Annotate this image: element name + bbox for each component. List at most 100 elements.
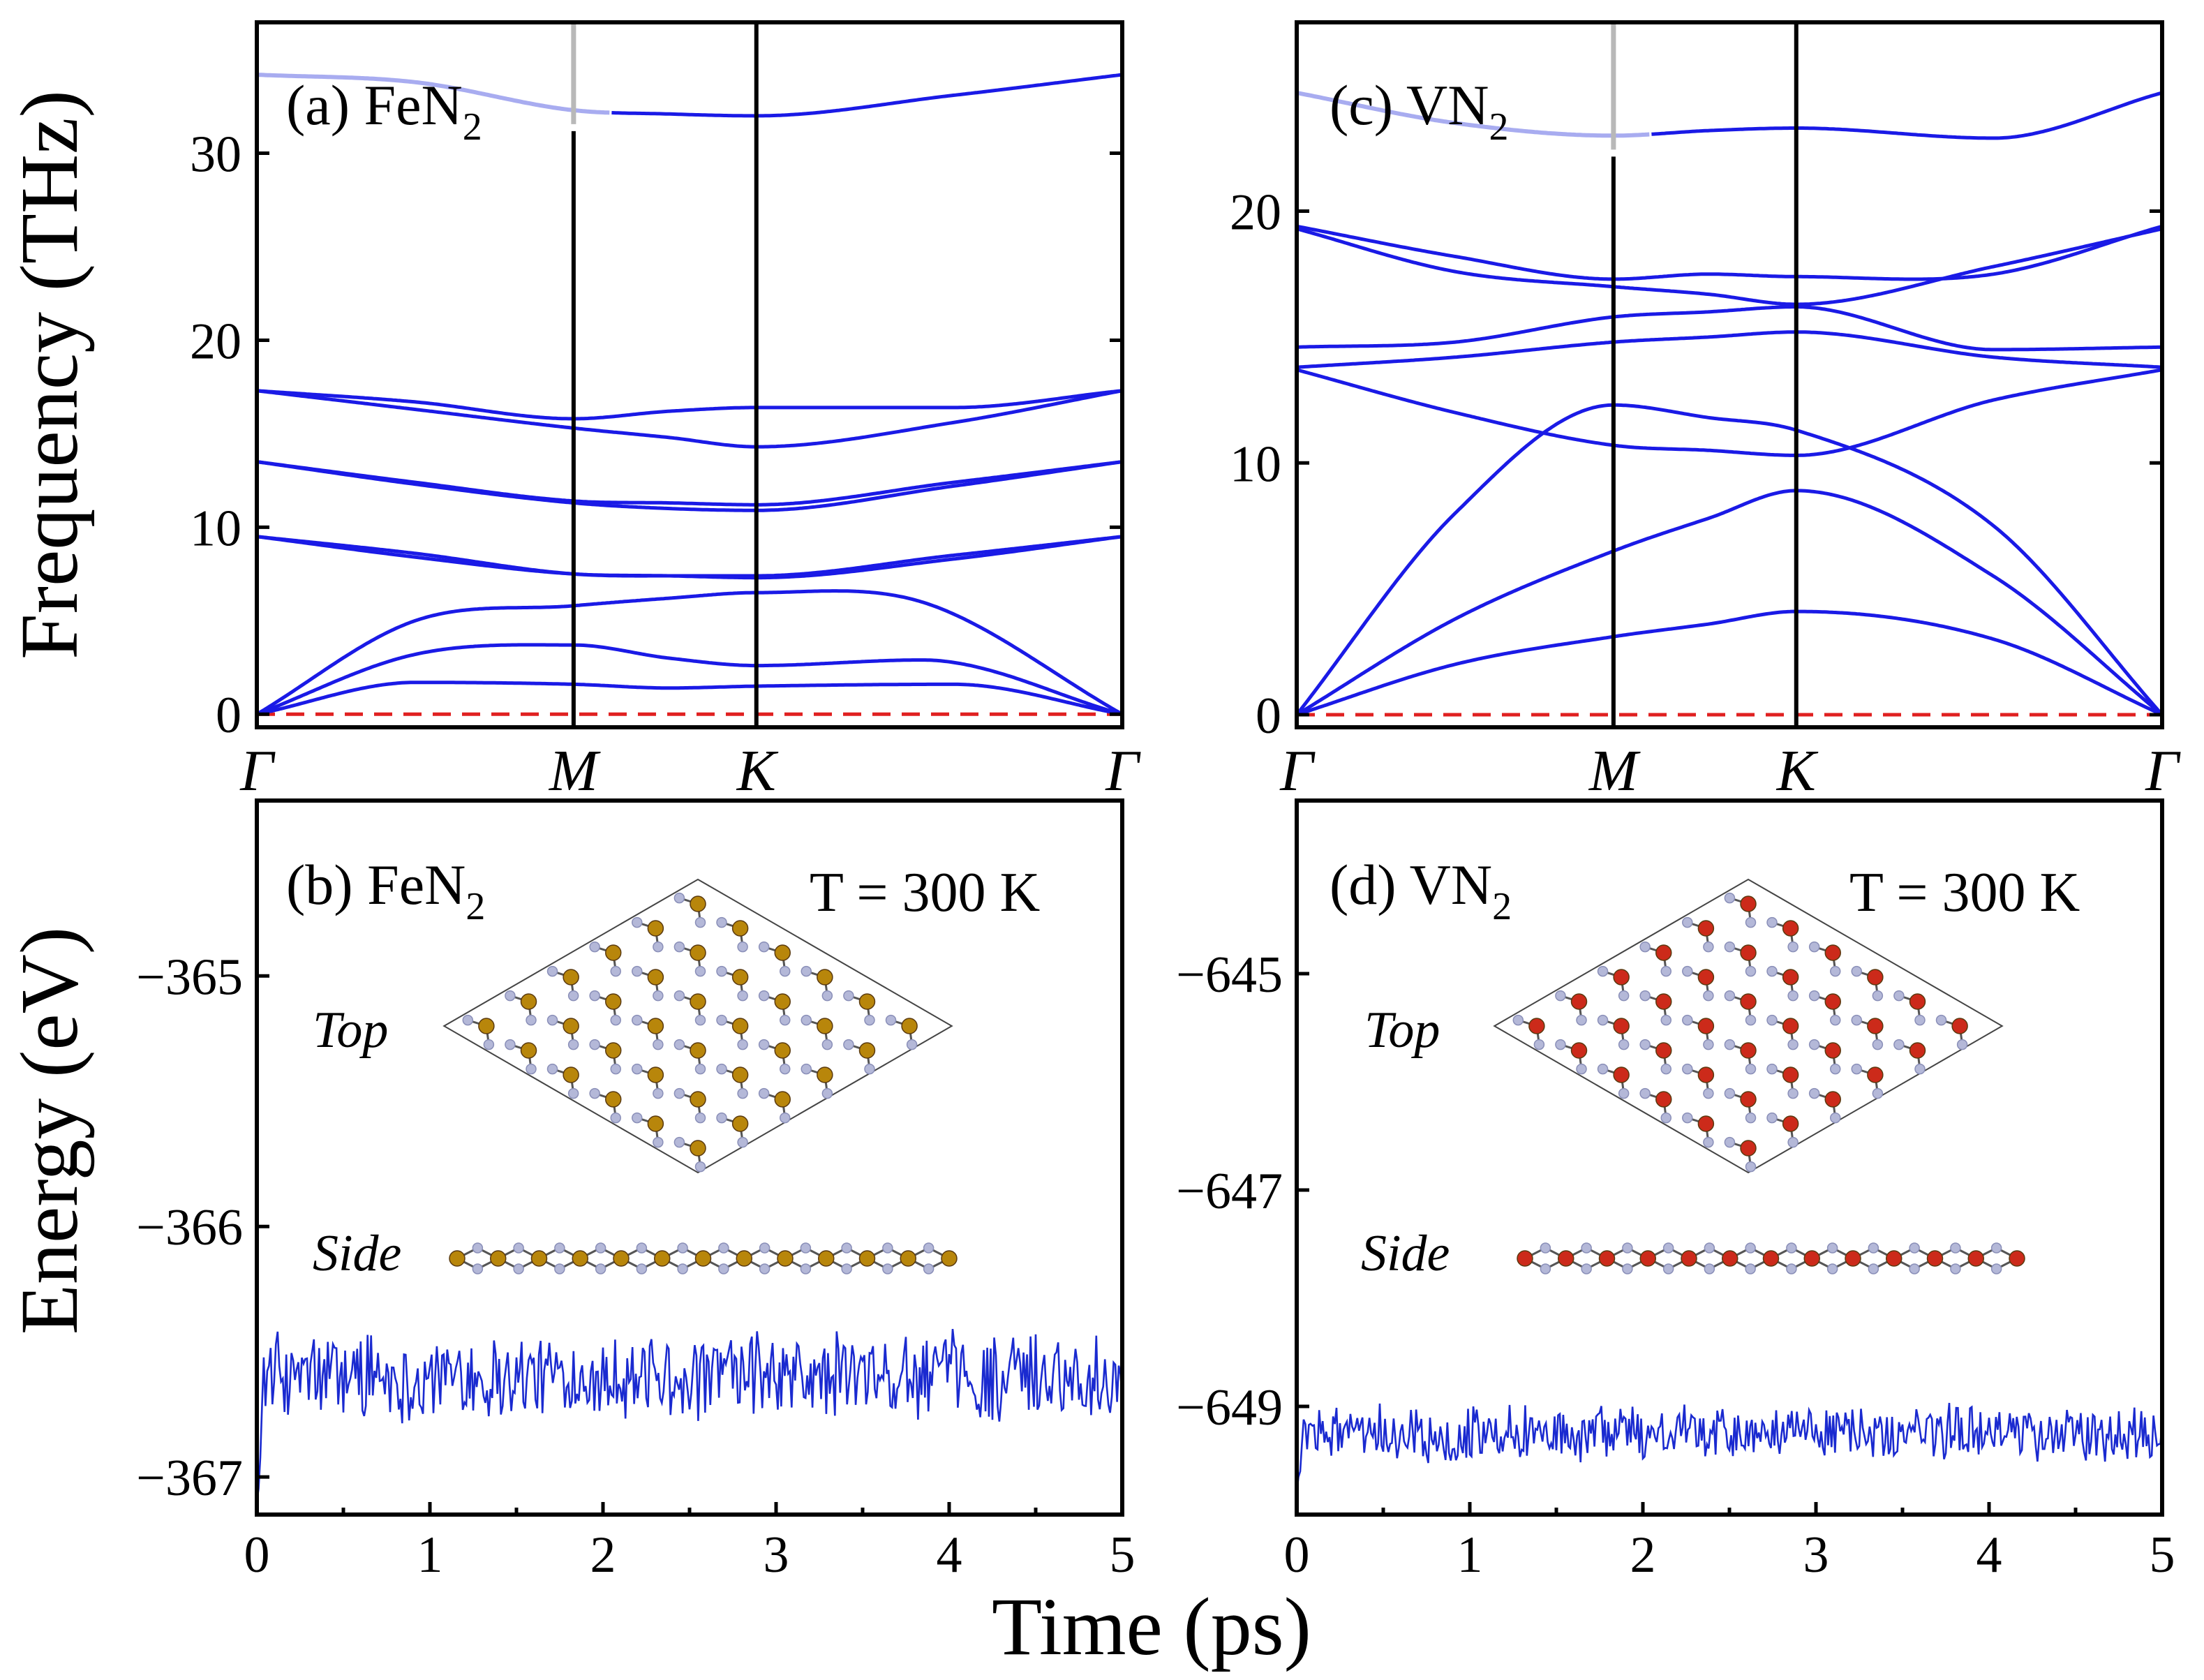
energy-trace-line xyxy=(1295,1402,2164,1494)
x-tick-label: 4 xyxy=(1976,1526,2002,1584)
nitrogen-atom xyxy=(716,1112,727,1124)
metal-atom xyxy=(690,1042,706,1059)
metal-atom xyxy=(1681,1250,1697,1267)
nitrogen-atom xyxy=(1639,1039,1651,1050)
metal-atom xyxy=(520,993,537,1010)
nitrogen-atom xyxy=(1956,1039,1968,1050)
nitrogen-atom xyxy=(1724,1039,1736,1050)
nitrogen-atom xyxy=(737,1039,748,1050)
y-tick-label: 20 xyxy=(1230,184,1281,241)
band-O6 xyxy=(256,389,1123,421)
nitrogen-atom xyxy=(546,1014,558,1026)
nitrogen-atom xyxy=(1826,1263,1838,1274)
nitrogen-atom xyxy=(546,965,558,977)
nitrogen-atom xyxy=(694,1014,706,1026)
nitrogen-atom xyxy=(1540,1263,1551,1274)
panel-b-side-label: Side xyxy=(313,1225,401,1282)
panel-c: 0 10 20 Γ M K Γ (c) VN2 xyxy=(1230,20,2181,803)
nitrogen-atom xyxy=(737,1136,748,1148)
nitrogen-atom xyxy=(1872,1087,1884,1099)
nitrogen-atom xyxy=(673,941,685,953)
nitrogen-atom xyxy=(1533,1039,1545,1050)
nitrogen-atom xyxy=(1745,1014,1757,1026)
x-tick-label: 0 xyxy=(244,1526,270,1584)
nitrogen-atom xyxy=(610,965,622,977)
nitrogen-atom xyxy=(1868,1242,1879,1254)
nitrogen-atom xyxy=(1704,1242,1715,1254)
nitrogen-atom xyxy=(1597,1014,1609,1026)
nitrogen-atom xyxy=(610,1112,622,1124)
metal-atom xyxy=(1740,944,1757,961)
nitrogen-atom xyxy=(505,1039,516,1050)
band-O7 xyxy=(611,73,1123,118)
metal-atom xyxy=(1697,1018,1715,1034)
panel-a-label: (a) FeN2 xyxy=(286,73,482,149)
panel-d-temperature: T = 300 K xyxy=(1849,862,2080,923)
y-tick-label: −366 xyxy=(136,1199,243,1256)
metal-atom xyxy=(774,993,791,1010)
panel-d-frame xyxy=(1295,798,2164,1517)
nitrogen-atom xyxy=(758,1039,770,1050)
band-O7-faint xyxy=(256,73,610,115)
band-O4 xyxy=(1296,227,2163,306)
nitrogen-atom xyxy=(1950,1263,1961,1274)
time-axis-title: Time (ps) xyxy=(992,1581,1311,1672)
x-tick-label: 5 xyxy=(1110,1526,1135,1584)
panel-a-frame xyxy=(255,20,1124,729)
metal-atom xyxy=(1570,993,1588,1010)
metal-atom xyxy=(690,993,706,1010)
nitrogen-atom xyxy=(882,1263,893,1274)
nitrogen-atom xyxy=(636,1263,648,1274)
metal-atom xyxy=(817,1018,833,1034)
metal-atom xyxy=(1867,969,1884,986)
metal-atom xyxy=(563,969,579,986)
unit-cell-outline xyxy=(442,878,953,1174)
nitrogen-atom xyxy=(759,1242,770,1254)
metal-atom xyxy=(1740,1140,1757,1157)
nitrogen-atom xyxy=(1703,1039,1714,1050)
nitrogen-atom xyxy=(758,990,770,1002)
nitrogen-atom xyxy=(526,1014,537,1026)
metal-atom xyxy=(817,969,833,986)
nitrogen-atom xyxy=(1914,1014,1926,1026)
nitrogen-atom xyxy=(841,1263,852,1274)
nitrogen-atom xyxy=(1597,1063,1609,1075)
nitrogen-atom xyxy=(1581,1242,1592,1254)
nitrogen-atom xyxy=(1745,1263,1756,1274)
nitrogen-atom xyxy=(632,965,643,977)
nitrogen-atom xyxy=(1808,1039,1820,1050)
metal-atom xyxy=(1655,944,1672,961)
nitrogen-atom xyxy=(653,941,664,953)
panel-b-energy-trace xyxy=(255,1328,1124,1503)
nitrogen-atom xyxy=(653,1136,664,1148)
metal-atom xyxy=(901,1018,918,1034)
nitrogen-atom xyxy=(821,1087,833,1099)
nitrogen-atom xyxy=(1808,990,1820,1002)
nitrogen-atom xyxy=(718,1242,729,1254)
x-tick-label: 4 xyxy=(937,1526,962,1584)
x-tick-label: 0 xyxy=(1284,1526,1310,1584)
metal-atom xyxy=(1782,1066,1799,1083)
nitrogen-atom xyxy=(882,1242,893,1254)
metal-atom xyxy=(1782,920,1799,937)
nitrogen-atom xyxy=(513,1242,524,1254)
metal-atom xyxy=(1639,1250,1656,1267)
band-ZA xyxy=(256,681,1123,716)
metal-atom xyxy=(1613,969,1630,986)
metal-atom xyxy=(563,1066,579,1083)
nitrogen-atom xyxy=(610,1063,622,1075)
kpoint-label: Γ xyxy=(1105,738,1141,803)
metal-atom xyxy=(605,1091,622,1108)
fen2-side-view-icon xyxy=(449,1242,958,1274)
nitrogen-atom xyxy=(1540,1242,1551,1254)
metal-atom xyxy=(647,1018,664,1034)
nitrogen-atom xyxy=(885,1014,897,1026)
nitrogen-atom xyxy=(632,1112,643,1124)
metal-atom xyxy=(1613,1018,1630,1034)
metal-atom xyxy=(605,1042,622,1059)
nitrogen-atom xyxy=(1724,990,1736,1002)
nitrogen-atom xyxy=(1555,1039,1566,1050)
panel-b-label: (b) FeN2 xyxy=(286,853,485,928)
metal-atom xyxy=(1558,1250,1574,1267)
